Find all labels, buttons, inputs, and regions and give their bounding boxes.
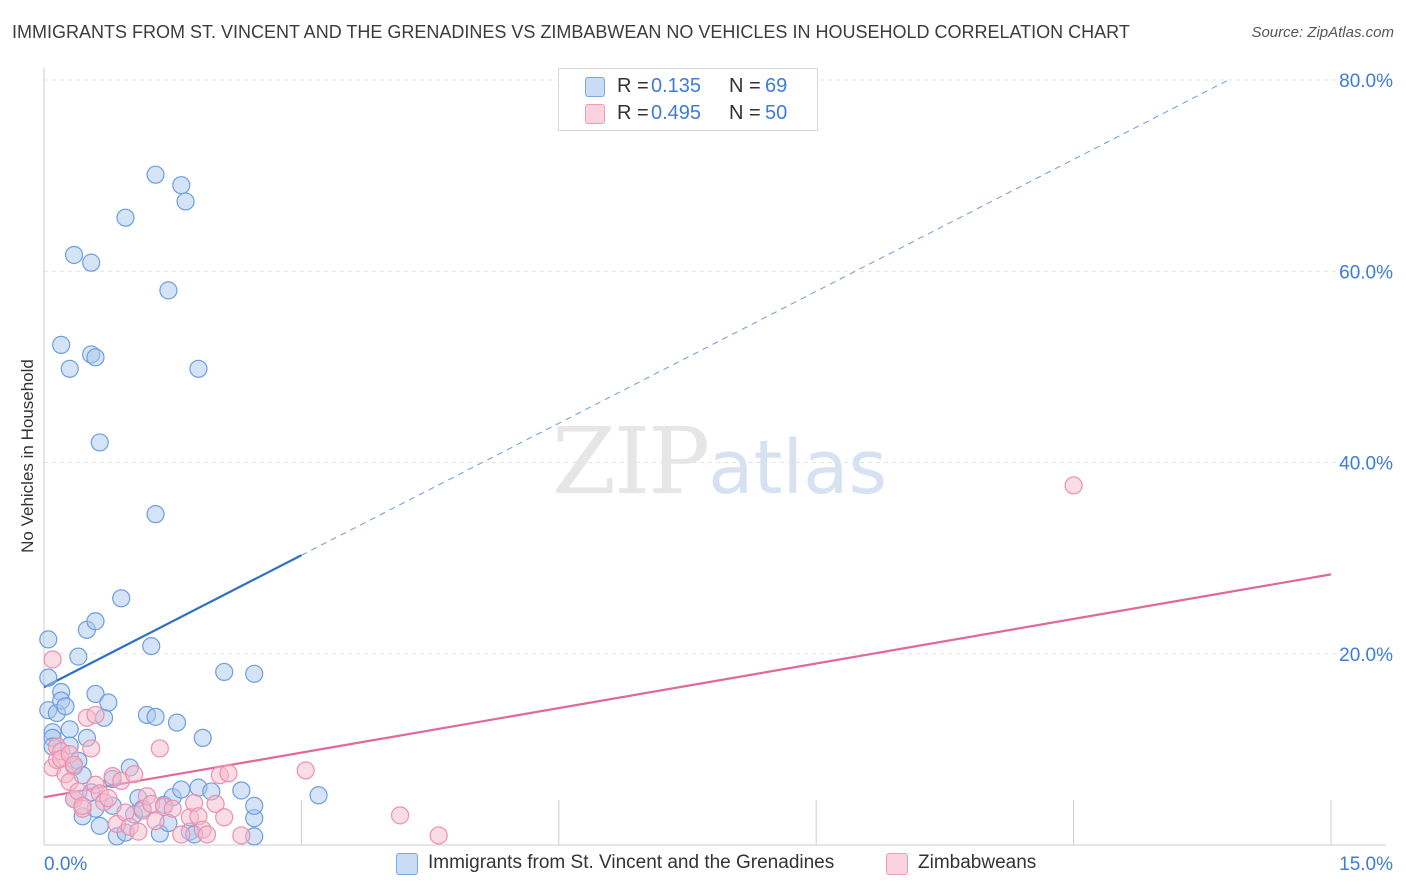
r-label: R = bbox=[617, 75, 649, 97]
point-zimbabwean bbox=[206, 794, 225, 813]
point-zimbabwean bbox=[73, 796, 92, 815]
trend-line-st-vincent bbox=[43, 554, 302, 689]
r-value: 0.495 bbox=[651, 102, 702, 124]
y-tick-label: 40.0% bbox=[1339, 454, 1393, 475]
point-st-vincent bbox=[172, 780, 191, 799]
point-st-vincent bbox=[176, 192, 195, 211]
point-zimbabwean bbox=[124, 765, 144, 784]
point-st-vincent bbox=[86, 348, 105, 367]
point-zimbabwean bbox=[163, 799, 182, 818]
n-value: 69 bbox=[765, 75, 788, 97]
point-zimbabwean bbox=[429, 826, 448, 845]
legend-stats: R = 0.135 N = 69 R = 0.495 N = 50 bbox=[558, 68, 818, 131]
point-st-vincent bbox=[245, 796, 264, 815]
point-st-vincent bbox=[146, 505, 165, 524]
point-st-vincent bbox=[189, 359, 208, 378]
point-st-vincent bbox=[167, 713, 187, 732]
point-zimbabwean bbox=[197, 825, 217, 844]
y-tick-label: 80.0% bbox=[1339, 71, 1393, 92]
point-st-vincent bbox=[232, 781, 251, 800]
point-zimbabwean bbox=[82, 739, 101, 758]
point-st-vincent bbox=[52, 335, 71, 354]
trend-line-zimbabwean bbox=[43, 573, 1332, 799]
point-st-vincent bbox=[159, 281, 178, 300]
data-points bbox=[39, 165, 1083, 846]
tick-labels: 20.0% 40.0% 60.0% 80.0% 0.0% 15.0% bbox=[44, 71, 1393, 875]
y-axis-label: No Vehicles in Household bbox=[18, 359, 37, 553]
legend-swatch-pink bbox=[585, 104, 605, 124]
point-st-vincent bbox=[69, 647, 88, 666]
watermark: ZIPatlas bbox=[552, 408, 887, 515]
point-zimbabwean bbox=[232, 826, 251, 845]
point-st-vincent bbox=[99, 693, 118, 712]
point-st-vincent bbox=[309, 786, 328, 805]
point-st-vincent bbox=[39, 668, 58, 687]
legend-label: Immigrants from St. Vincent and the Gren… bbox=[428, 852, 835, 873]
y-tick-label: 20.0% bbox=[1339, 645, 1393, 666]
point-zimbabwean bbox=[64, 755, 84, 774]
axes bbox=[43, 68, 1386, 846]
point-zimbabwean bbox=[150, 739, 169, 758]
r-label: R = bbox=[617, 102, 649, 124]
point-st-vincent bbox=[116, 208, 135, 227]
source-label: Source: ZipAtlas.com bbox=[1251, 24, 1394, 41]
point-zimbabwean bbox=[390, 806, 410, 825]
point-st-vincent bbox=[39, 630, 58, 649]
legend-series: Immigrants from St. Vincent and the Gren… bbox=[0, 852, 1406, 878]
trend-line-st-vincent-extension bbox=[301, 79, 1229, 556]
legend-swatch-pink bbox=[886, 853, 908, 875]
point-zimbabwean bbox=[172, 825, 191, 844]
point-st-vincent bbox=[146, 707, 165, 726]
point-zimbabwean bbox=[296, 761, 315, 780]
legend-swatch-blue bbox=[585, 77, 605, 97]
point-st-vincent bbox=[172, 176, 191, 195]
point-zimbabwean bbox=[146, 811, 165, 831]
point-st-vincent bbox=[82, 253, 101, 272]
point-zimbabwean bbox=[219, 764, 238, 783]
n-value: 50 bbox=[765, 102, 788, 124]
point-st-vincent bbox=[146, 165, 165, 184]
point-zimbabwean bbox=[129, 822, 148, 841]
n-label: N = bbox=[729, 75, 761, 97]
point-st-vincent bbox=[86, 684, 105, 704]
chart-title: IMMIGRANTS FROM ST. VINCENT AND THE GREN… bbox=[12, 22, 1130, 42]
legend-label: Zimbabweans bbox=[918, 852, 1037, 873]
watermark-atlas: atlas bbox=[708, 425, 887, 511]
point-zimbabwean bbox=[215, 808, 234, 827]
grid bbox=[44, 79, 1386, 655]
point-st-vincent bbox=[56, 697, 75, 716]
x-tick-label: 0.0% bbox=[44, 854, 87, 875]
point-st-vincent bbox=[90, 816, 109, 835]
r-value: 0.135 bbox=[651, 75, 702, 97]
point-st-vincent bbox=[86, 612, 105, 631]
point-st-vincent bbox=[193, 728, 212, 748]
y-tick-label: 60.0% bbox=[1339, 262, 1393, 283]
point-zimbabwean bbox=[86, 705, 105, 725]
point-zimbabwean bbox=[99, 789, 118, 808]
point-st-vincent bbox=[64, 245, 84, 265]
n-label: N = bbox=[729, 102, 761, 124]
point-st-vincent bbox=[142, 636, 161, 656]
point-st-vincent bbox=[60, 720, 79, 739]
trend-lines bbox=[43, 79, 1332, 799]
point-st-vincent bbox=[112, 589, 131, 608]
point-st-vincent bbox=[60, 359, 79, 378]
point-zimbabwean bbox=[43, 650, 62, 669]
point-st-vincent bbox=[90, 433, 109, 452]
watermark-zip: ZIP bbox=[552, 408, 710, 515]
point-zimbabwean bbox=[1064, 476, 1083, 495]
legend-swatch-blue bbox=[396, 853, 418, 875]
x-tick-label: 15.0% bbox=[1339, 854, 1393, 875]
point-st-vincent bbox=[245, 664, 264, 683]
point-st-vincent bbox=[215, 662, 234, 682]
